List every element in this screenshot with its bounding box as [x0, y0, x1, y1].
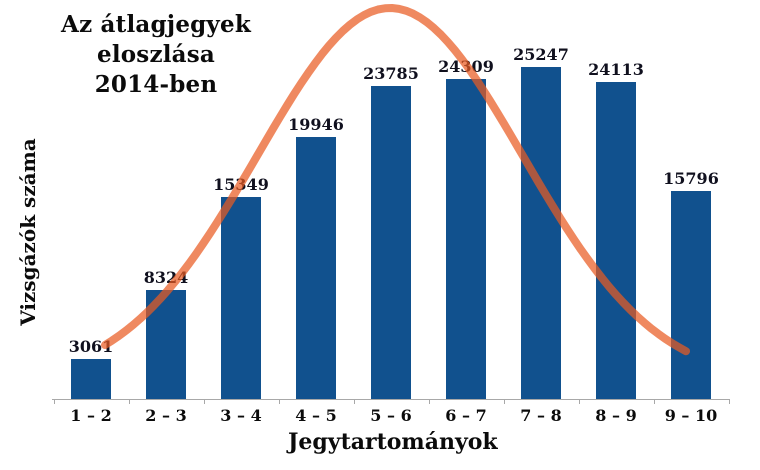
y-axis-label: Vizsgázók száma	[16, 138, 40, 326]
bar-value-label: 25247	[513, 45, 569, 64]
x-axis-tick	[203, 399, 205, 404]
x-axis-tick	[503, 399, 505, 404]
x-axis-tick	[128, 399, 130, 404]
x-axis-tick	[653, 399, 655, 404]
x-axis-tick	[578, 399, 580, 404]
bar-1–2	[71, 359, 111, 399]
bar-4–5	[296, 137, 336, 399]
x-tick-label: 1 – 2	[70, 406, 112, 425]
bar-2–3	[146, 290, 186, 399]
x-tick-label: 2 – 3	[145, 406, 187, 425]
chart-title-line2: 2014-ben	[94, 71, 218, 98]
chart-title: Az átlagjegyek eloszlása 2014-ben	[4, 10, 308, 100]
x-axis-tick	[353, 399, 355, 404]
x-axis-label: Jegytartományok	[288, 429, 498, 455]
x-tick-label: 9 – 10	[664, 406, 718, 425]
bar-8–9	[596, 82, 636, 399]
x-axis-tick	[278, 399, 280, 404]
bar-3–4	[221, 197, 261, 399]
x-tick-label: 5 – 6	[370, 406, 412, 425]
bar-value-label: 8324	[143, 268, 189, 287]
x-axis-tick	[728, 399, 730, 404]
bar-value-label: 3061	[68, 337, 114, 356]
bar-value-label: 15796	[663, 169, 719, 188]
bar-6–7	[446, 79, 486, 399]
bar-5–6	[371, 86, 411, 399]
x-axis-tick	[428, 399, 430, 404]
bar-7–8	[521, 67, 561, 399]
bar-value-label: 24113	[588, 60, 644, 79]
x-axis-line	[52, 399, 729, 400]
bar-value-label: 23785	[363, 64, 419, 83]
x-axis-tick	[53, 399, 55, 404]
bar-9–10	[671, 191, 711, 399]
bar-value-label: 19946	[288, 115, 344, 134]
x-tick-label: 7 – 8	[520, 406, 562, 425]
x-tick-label: 8 – 9	[595, 406, 637, 425]
x-tick-label: 3 – 4	[220, 406, 262, 425]
chart-title-line1: Az átlagjegyek eloszlása	[61, 11, 251, 68]
x-tick-label: 6 – 7	[445, 406, 487, 425]
bar-value-label: 15349	[213, 175, 269, 194]
bar-value-label: 24309	[438, 57, 494, 76]
x-tick-label: 4 – 5	[295, 406, 337, 425]
